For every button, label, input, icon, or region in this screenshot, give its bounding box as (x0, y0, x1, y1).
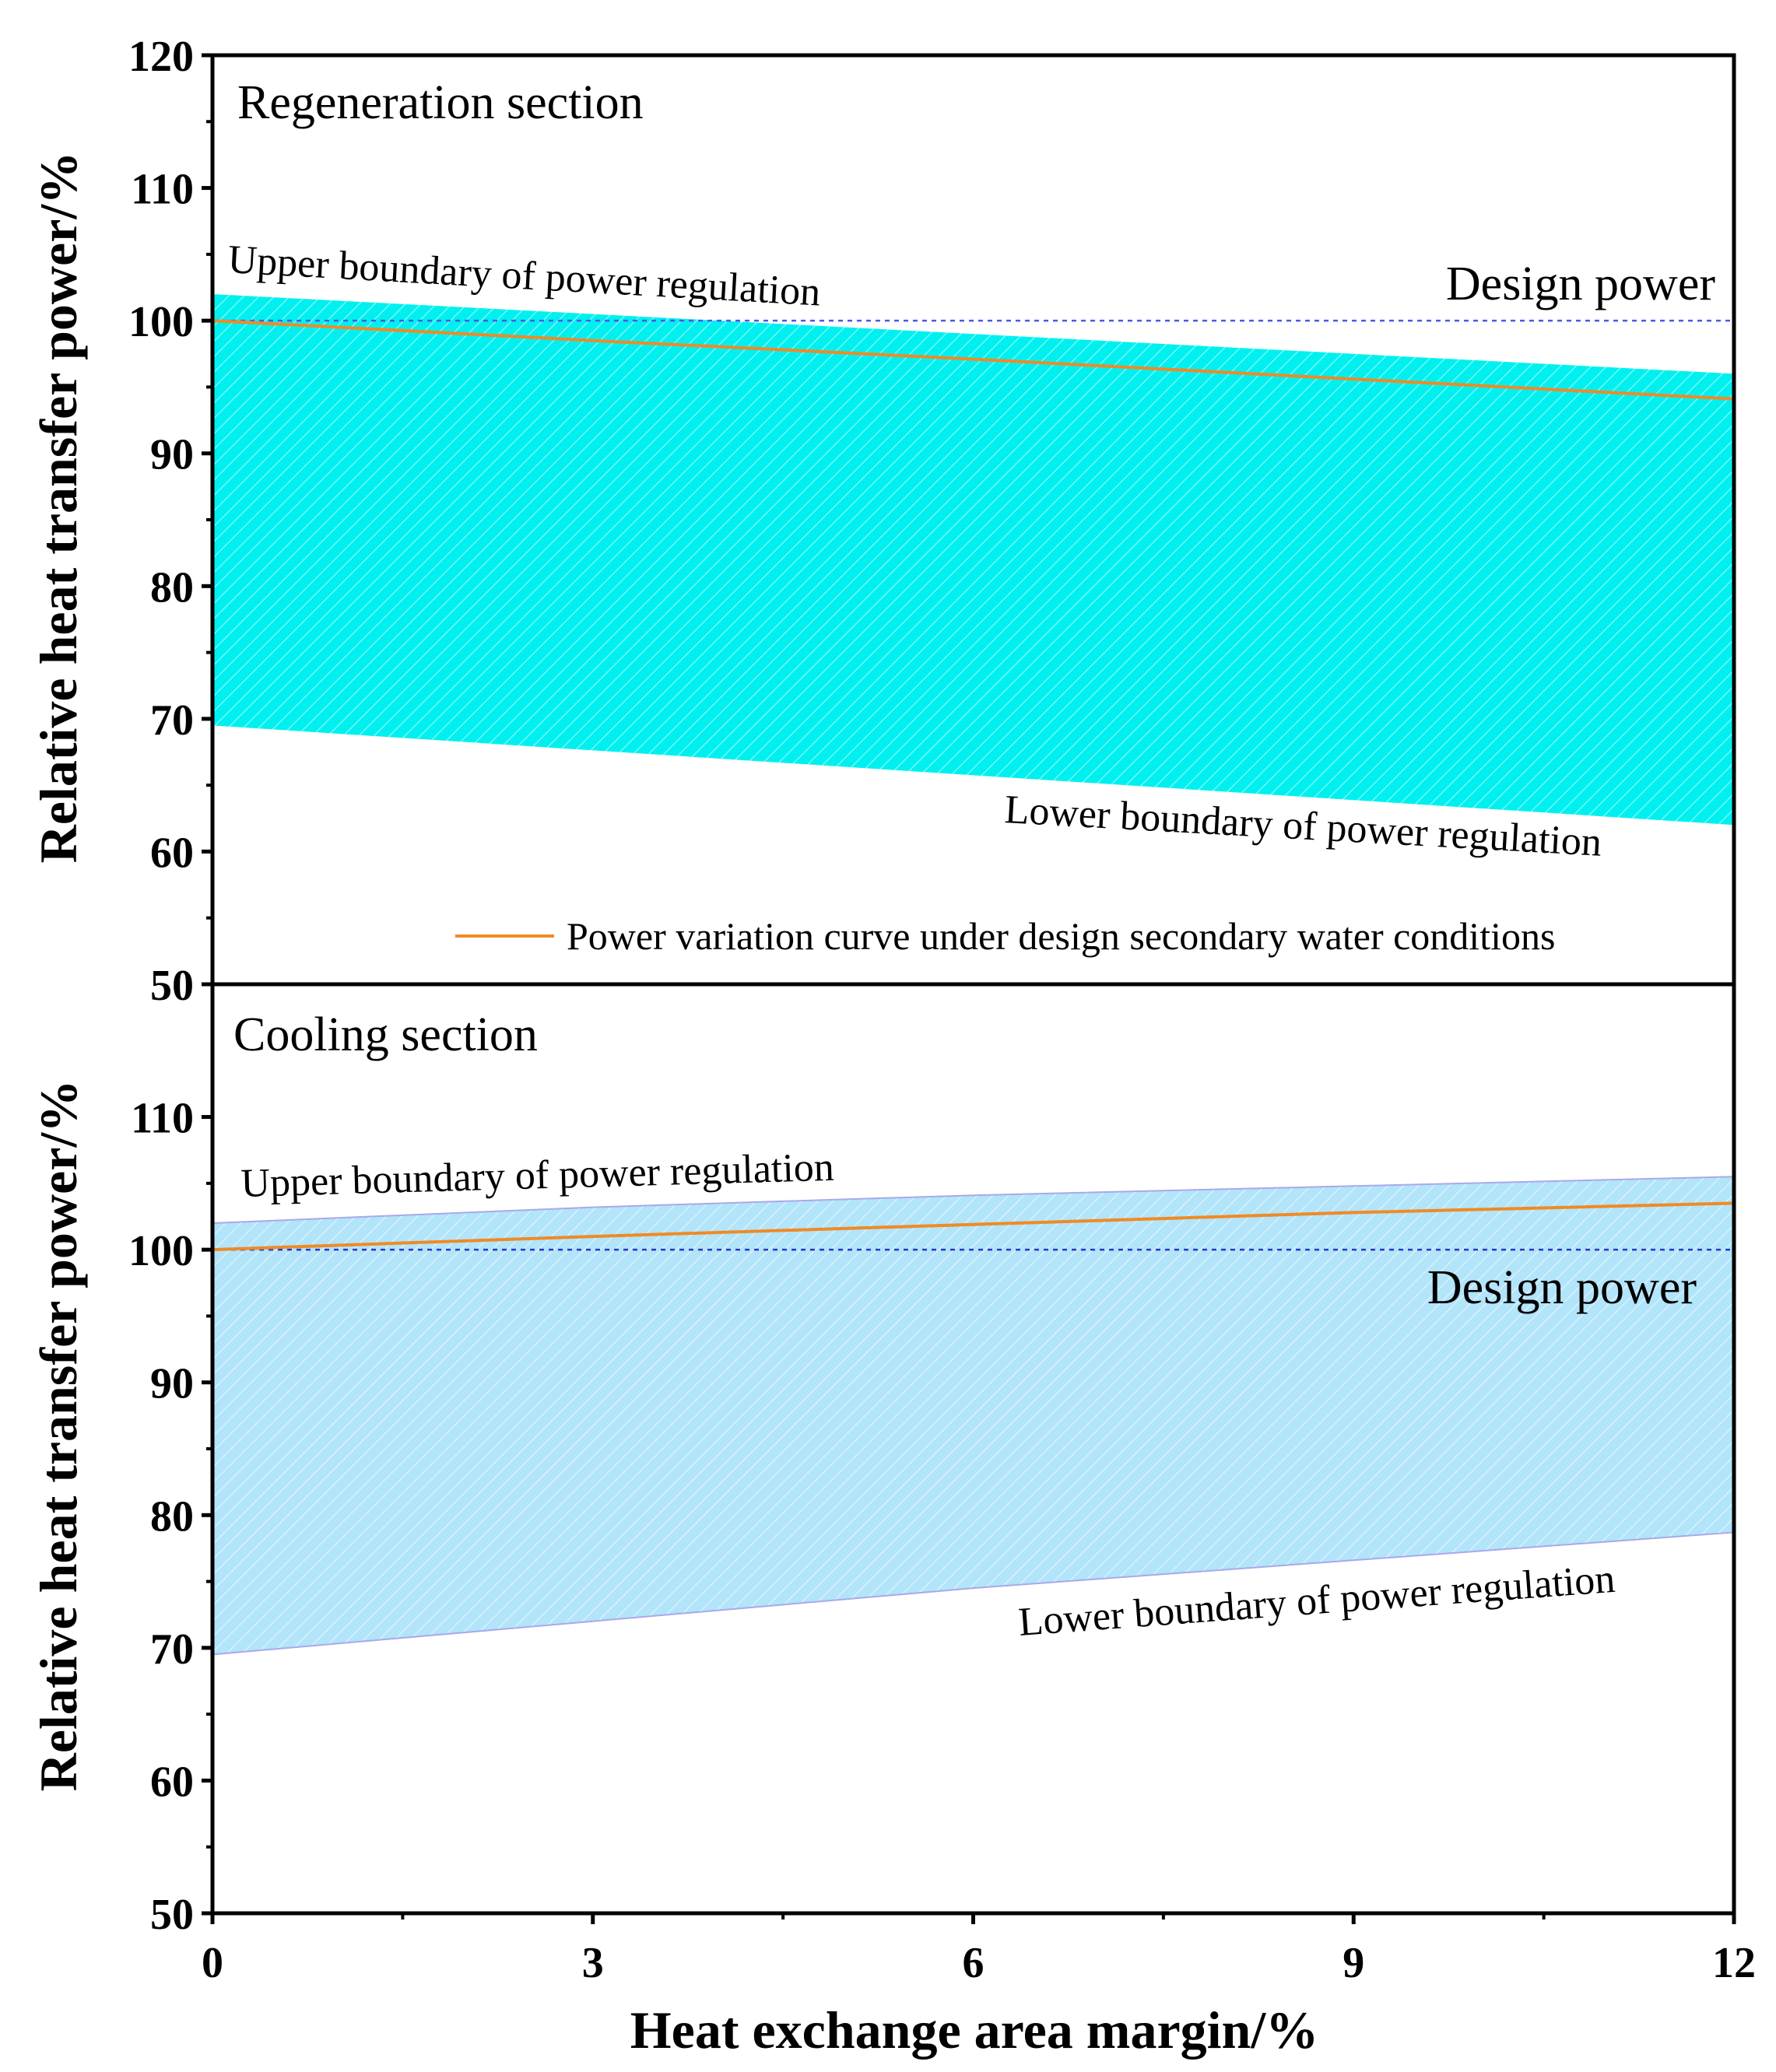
cooling-y-axis-title: Relative heat transfer power/% (29, 1080, 88, 1792)
cooling-upper-boundary-label: Upper boundary of power regulation (240, 1145, 835, 1206)
regeneration-y-ticks: 50 60 70 80 90 100 110 120 (128, 33, 212, 1010)
cooling-y-tick-label: 90 (150, 1360, 194, 1408)
x-tick-label: 6 (963, 1939, 985, 1987)
regeneration-panel: 50 60 70 80 90 100 110 120 Regeneration section… (29, 33, 1735, 1010)
x-tick-label: 9 (1343, 1939, 1364, 1987)
regeneration-y-axis-title: Relative heat transfer power/% (29, 152, 88, 864)
x-axis-title: Heat exchange area margin/% (630, 2000, 1318, 2060)
cooling-y-tick-label: 60 (150, 1758, 194, 1806)
regeneration-y-tick-label: 100 (128, 298, 194, 346)
cooling-y-tick-label: 50 (150, 1891, 194, 1939)
x-tick-label: 0 (202, 1939, 223, 1987)
cooling-design-power-label: Design power (1427, 1261, 1697, 1314)
legend: Power variation curve under design secon… (455, 914, 1555, 958)
cooling-panel-title: Cooling section (233, 1008, 538, 1061)
regeneration-y-tick-label: 110 (131, 166, 194, 214)
regeneration-power-curve (212, 319, 1735, 401)
regeneration-design-power-label: Design power (1446, 258, 1715, 310)
cooling-y-tick-label: 100 (128, 1227, 194, 1275)
regeneration-y-tick-label: 60 (150, 829, 194, 877)
cooling-y-tick-label: 70 (150, 1625, 194, 1674)
regeneration-y-tick-label: 80 (150, 563, 194, 612)
cooling-y-tick-label: 80 (150, 1492, 194, 1541)
x-tick-label: 12 (1712, 1939, 1756, 1987)
regeneration-y-tick-label: 90 (150, 431, 194, 479)
regeneration-regulation-band (212, 294, 1734, 826)
legend-label: Power variation curve under design secon… (567, 914, 1555, 958)
regeneration-y-tick-label: 120 (128, 33, 194, 81)
cooling-y-tick-label: 110 (131, 1095, 194, 1143)
regeneration-y-tick-label: 50 (150, 962, 194, 1010)
x-tick-label: 3 (582, 1939, 604, 1987)
cooling-power-curve (212, 1201, 1735, 1252)
cooling-plot-frame (210, 982, 1736, 1916)
regeneration-y-tick-label: 70 (150, 696, 194, 745)
cooling-y-ticks: 50 60 70 80 90 100 110 (128, 1095, 212, 1939)
x-ticks: 0 3 6 9 12 (202, 1913, 1756, 1987)
regeneration-panel-title: Regeneration section (237, 76, 644, 129)
